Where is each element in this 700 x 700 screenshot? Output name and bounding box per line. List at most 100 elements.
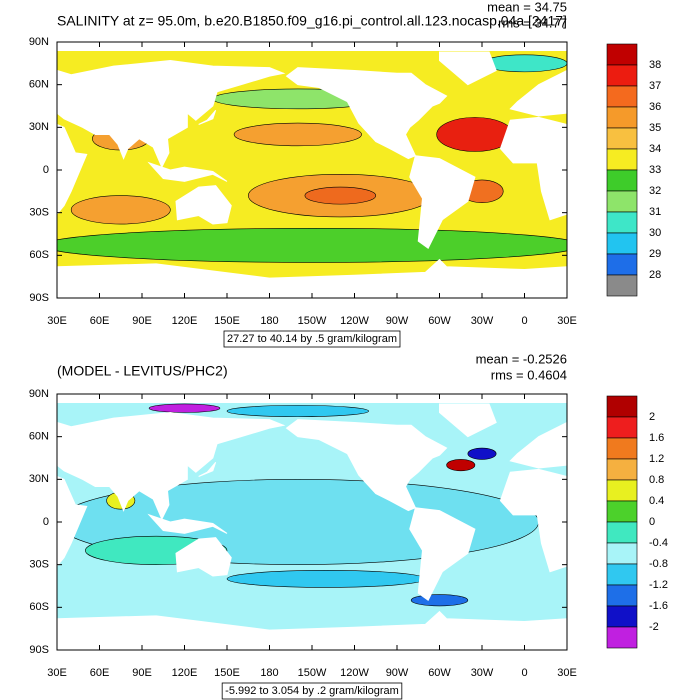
- field-region: [304, 186, 377, 205]
- lon-label: 120W: [340, 667, 369, 679]
- map: [57, 394, 567, 650]
- colorbar-box: [606, 437, 638, 460]
- info-box: [223, 330, 401, 348]
- field-region: [410, 594, 469, 607]
- lat-label: 30N: [29, 473, 49, 485]
- contour-info: -5.992 to 3.054 by .2 gram/kilogram: [225, 685, 399, 697]
- land: [439, 403, 497, 438]
- land: [509, 69, 567, 117]
- land: [57, 610, 567, 650]
- colorbar-label: 33: [649, 164, 661, 176]
- field-region: [226, 570, 426, 588]
- colorbar-box: [606, 106, 638, 129]
- colorbar-box: [606, 190, 638, 213]
- lon-label: 0: [521, 315, 527, 327]
- colorbar-label: 31: [649, 206, 661, 218]
- colorbar-box: [606, 232, 638, 255]
- colorbar-label: 0: [649, 516, 655, 528]
- colorbar-box: [606, 626, 638, 649]
- lon-label: 60W: [428, 315, 451, 327]
- lon-label: 90E: [132, 315, 152, 327]
- lon-label: 60E: [90, 667, 110, 679]
- field-region: [467, 447, 497, 460]
- colorbar-box: [606, 521, 638, 544]
- lat-label: 90S: [29, 292, 49, 304]
- colorbar-label: -1.2: [649, 579, 668, 591]
- lat-label: 60N: [29, 79, 49, 91]
- land: [285, 67, 448, 160]
- lon-label: 90W: [386, 315, 409, 327]
- colorbar-label: 1.6: [649, 432, 664, 444]
- lat-label: 0: [43, 516, 49, 528]
- land: [499, 468, 567, 573]
- colorbar-label: 32: [649, 185, 661, 197]
- field-region: [446, 459, 476, 472]
- lon-label: 150W: [298, 315, 327, 327]
- lon-label: 90E: [132, 667, 152, 679]
- colorbar-label: 28: [649, 269, 661, 281]
- mean-stat: mean = 34.75: [487, 0, 567, 14]
- colorbar-box: [606, 584, 638, 607]
- lon-label: 120E: [172, 667, 198, 679]
- field-region: [70, 195, 171, 225]
- lon-label: 30W: [471, 667, 494, 679]
- colorbar-box: [606, 43, 638, 66]
- colorbar-box: [606, 416, 638, 439]
- contour-info: 27.27 to 40.14 by .5 gram/kilogram: [227, 333, 397, 345]
- colorbar-box: [606, 605, 638, 628]
- lon-label: 30E: [557, 667, 577, 679]
- land: [509, 421, 567, 469]
- colorbar-label: 0.4: [649, 495, 664, 507]
- land: [198, 461, 217, 477]
- lat-label: 60N: [29, 431, 49, 443]
- lon-label: 120E: [172, 315, 198, 327]
- colorbar-label: -0.8: [649, 558, 668, 570]
- lon-label: 30E: [47, 315, 67, 327]
- field-region: [148, 403, 221, 413]
- colorbar-box: [606, 127, 638, 150]
- colorbar-label: 0.8: [649, 474, 664, 486]
- colorbar-box: [606, 85, 638, 108]
- colorbar-label: 30: [649, 227, 661, 239]
- lon-label: 60E: [90, 315, 110, 327]
- map: [57, 42, 567, 298]
- lat-label: 90S: [29, 644, 49, 656]
- colorbar-box: [606, 479, 638, 502]
- land: [57, 258, 567, 298]
- colorbar-box: [606, 274, 638, 297]
- lon-label: 150E: [214, 667, 240, 679]
- colorbar-box: [606, 458, 638, 481]
- land: [57, 411, 286, 521]
- land: [409, 155, 476, 249]
- lon-label: 90W: [386, 667, 409, 679]
- rms-stat: rms = 0.4604: [491, 367, 567, 382]
- colorbar-box: [606, 148, 638, 171]
- colorbar-box: [606, 563, 638, 586]
- lon-label: 150W: [298, 667, 327, 679]
- field-region: [226, 405, 369, 418]
- lat-label: 60S: [29, 601, 49, 613]
- lon-label: 150E: [214, 315, 240, 327]
- lon-label: 0: [521, 667, 527, 679]
- mean-stat: mean = -0.2526: [476, 351, 567, 366]
- lon-label: 30W: [471, 315, 494, 327]
- lat-label: 30S: [29, 207, 49, 219]
- colorbar-label: 36: [649, 101, 661, 113]
- land: [409, 507, 476, 601]
- colorbar-label: 1.2: [649, 453, 664, 465]
- lon-label: 180: [260, 667, 278, 679]
- colorbar-label: 35: [649, 122, 661, 134]
- land: [175, 537, 232, 577]
- colorbar-label: 37: [649, 80, 661, 92]
- lat-label: 0: [43, 164, 49, 176]
- lon-label: 60W: [428, 667, 451, 679]
- colorbar-label: 2: [649, 411, 655, 423]
- colorbar-box: [606, 64, 638, 87]
- field-region: [57, 228, 567, 263]
- land: [175, 185, 232, 225]
- lon-label: 30E: [557, 315, 577, 327]
- colorbar-box: [606, 542, 638, 565]
- colorbar-label: -2: [649, 621, 659, 633]
- colorbar-label: -1.6: [649, 600, 668, 612]
